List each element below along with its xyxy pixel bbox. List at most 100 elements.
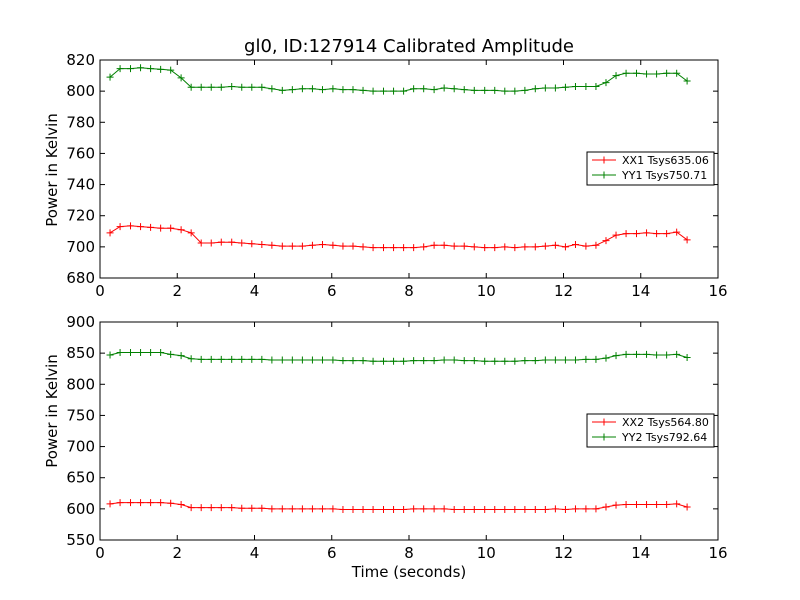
data-point [633, 350, 641, 358]
data-point [127, 499, 135, 507]
data-point [359, 357, 367, 365]
data-point [157, 224, 165, 232]
data-point [511, 87, 519, 95]
data-point [551, 84, 559, 92]
y-tick-label: 800 [66, 375, 95, 393]
data-point [622, 350, 630, 358]
data-point [531, 243, 539, 251]
legend-label: YY1 Tsys750.71 [621, 169, 707, 182]
data-point [288, 505, 296, 513]
data-point [582, 355, 590, 363]
data-point [602, 503, 610, 511]
data-point [663, 351, 671, 359]
data-point [683, 236, 691, 244]
data-point [207, 355, 215, 363]
data-point [551, 505, 559, 513]
data-point [582, 242, 590, 250]
data-point [147, 349, 155, 357]
data-point [400, 505, 408, 513]
data-point [106, 351, 114, 359]
data-point [561, 505, 569, 513]
data-point [258, 504, 266, 512]
data-point [127, 65, 135, 73]
data-point [501, 357, 509, 365]
data-point [582, 505, 590, 513]
data-point [633, 69, 641, 77]
data-point [298, 356, 306, 364]
data-point [440, 505, 448, 513]
data-point [420, 243, 428, 251]
plot-frame [99, 59, 719, 279]
data-point [390, 87, 398, 95]
data-point [440, 84, 448, 92]
data-point [329, 356, 337, 364]
data-point [349, 86, 357, 94]
data-point [238, 504, 246, 512]
x-tick-label: 8 [404, 544, 414, 562]
data-point [633, 500, 641, 508]
y-tick-label: 760 [66, 144, 95, 162]
data-point [339, 357, 347, 365]
data-point [673, 69, 681, 77]
data-point [571, 241, 579, 249]
y-tick-label: 650 [66, 469, 95, 487]
x-tick-label: 12 [554, 282, 573, 300]
data-point [663, 230, 671, 238]
data-point [643, 70, 651, 78]
legend-marker [600, 171, 608, 179]
data-point [268, 505, 276, 513]
legend-label: XX1 Tsys635.06 [622, 154, 709, 167]
data-point [602, 354, 610, 362]
data-point [653, 500, 661, 508]
data-point [531, 505, 539, 513]
data-point [318, 241, 326, 249]
x-tick-label: 10 [477, 544, 496, 562]
data-point [561, 83, 569, 91]
data-point [521, 243, 529, 251]
data-point [308, 356, 316, 364]
data-point [663, 500, 671, 508]
data-point [359, 86, 367, 94]
data-point [430, 357, 438, 365]
top-subplot: 0 2 4 6 8 10 12 14 16 680 700 720 740 760 780 800 820 XX1… [66, 51, 727, 300]
data-point [268, 356, 276, 364]
data-point [592, 82, 600, 90]
data-point [268, 85, 276, 93]
data-point [592, 241, 600, 249]
data-point [197, 504, 205, 512]
data-point [501, 87, 509, 95]
data-point [339, 505, 347, 513]
legend-label: YY2 Tsys792.64 [621, 431, 707, 444]
data-point [430, 86, 438, 94]
data-point [663, 69, 671, 77]
data-point [167, 66, 175, 74]
data-point [410, 357, 418, 365]
data-point [602, 237, 610, 245]
data-point [278, 86, 286, 94]
data-point [683, 354, 691, 362]
data-point [318, 505, 326, 513]
data-point [137, 349, 145, 357]
data-point [491, 505, 499, 513]
data-point [450, 505, 458, 513]
data-point [592, 505, 600, 513]
data-point [481, 86, 489, 94]
data-point [541, 356, 549, 364]
data-point [177, 74, 185, 82]
x-tick-label: 14 [631, 282, 650, 300]
data-point [561, 243, 569, 251]
y-tick-label: 740 [66, 176, 95, 194]
data-point [177, 352, 185, 360]
data-point [511, 357, 519, 365]
data-point [481, 244, 489, 252]
data-point [157, 65, 165, 73]
x-tick-label: 2 [172, 282, 182, 300]
data-point [380, 357, 388, 365]
data-point [248, 83, 256, 91]
data-point [571, 356, 579, 364]
data-point [673, 228, 681, 236]
y-axis-title-bottom: Power in Kelvin [43, 354, 61, 468]
legend: XX1 Tsys635.06 YY1 Tsys750.71 [586, 151, 715, 186]
